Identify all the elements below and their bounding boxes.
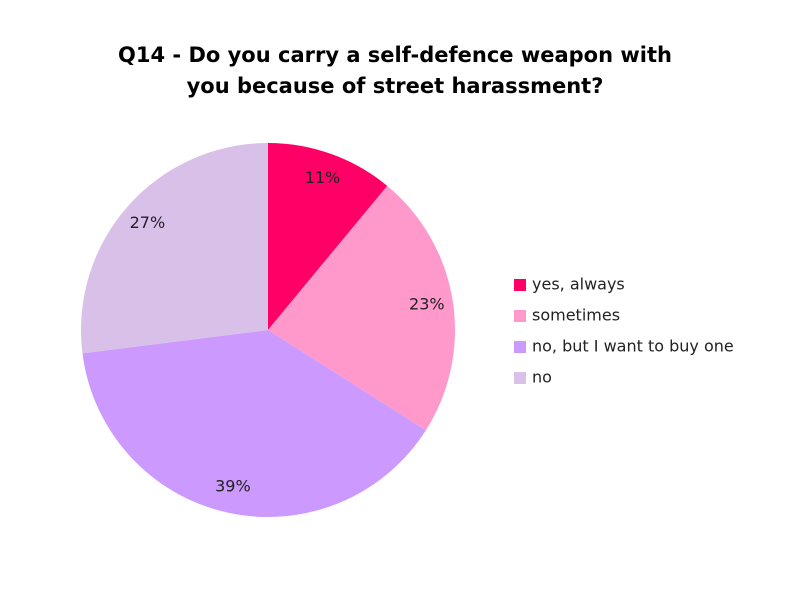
pie-slice [80, 143, 268, 354]
chart-title: Q14 - Do you carry a self-defence weapon… [118, 43, 672, 98]
legend-label: no [532, 368, 552, 387]
data-label: 27% [130, 213, 166, 232]
legend-swatch [514, 310, 526, 322]
data-label: 23% [409, 294, 445, 313]
pie-slice [268, 185, 455, 431]
data-label: 39% [215, 476, 251, 495]
legend-swatch [514, 341, 526, 353]
legend-label: yes, always [532, 275, 625, 294]
pie-slice [268, 143, 388, 330]
pie-slice [82, 330, 426, 517]
legend-label: no, but I want to buy one [532, 337, 734, 356]
legend-label: sometimes [532, 306, 620, 325]
legend-swatch [514, 279, 526, 291]
legend-swatch [514, 372, 526, 384]
data-label: 11% [305, 168, 341, 187]
